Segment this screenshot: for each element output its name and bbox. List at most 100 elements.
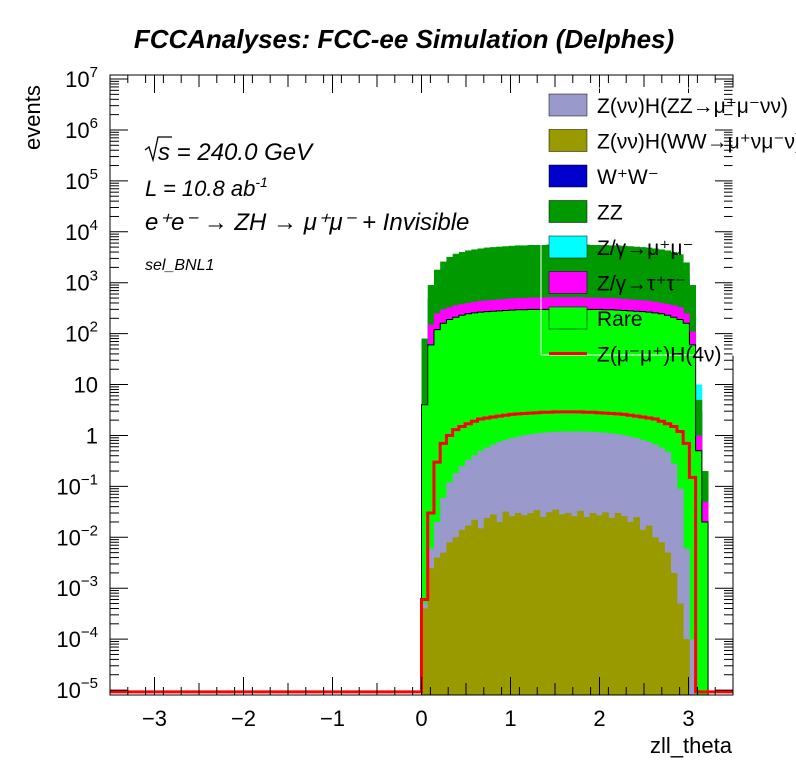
- signal-line: [110, 410, 733, 694]
- bar-WW_mumununu-21: [552, 509, 559, 695]
- bar-WW_mumununu-24: [571, 516, 578, 695]
- legend-frame: [540, 87, 734, 356]
- bar-WW_mumununu-23: [564, 513, 572, 695]
- x-tick-label-3: 0: [415, 706, 427, 731]
- y-tick-exp-7: 2: [90, 319, 98, 336]
- x-tick-label-0: −3: [142, 706, 167, 731]
- y-tick-base-10: 10: [65, 169, 89, 194]
- bar-ZZ_mumununu-42: [683, 548, 690, 695]
- bar-WW_mumununu-38: [658, 542, 665, 695]
- y-tick-base-0: 10: [56, 678, 80, 703]
- legend-swatch-Rare: [548, 306, 588, 330]
- annotations: s = 240.0 GeV L = 10.8 ab-1 e⁺e⁻ → ZH → …: [144, 136, 469, 274]
- bar-WW_mumununu-7: [465, 525, 472, 695]
- y-tick-exp-11: 6: [90, 115, 98, 132]
- bar-Rare-0: [421, 404, 429, 695]
- legend-label-Zmumu: Z/γ→μ⁺μ⁻: [597, 237, 694, 260]
- bar-WW_mumununu-13: [502, 511, 510, 695]
- series-WW_mumununu: [421, 509, 690, 695]
- bar-Rare-2: [433, 329, 441, 695]
- y-tick-label-8: 103: [65, 268, 98, 296]
- bar-WW_mumununu-6: [458, 529, 466, 695]
- legend-entry-Zmumu: Z/γ→μ⁺μ⁻: [548, 235, 694, 260]
- y-tick-label-6: 10: [74, 373, 98, 398]
- y-tick-exp-1: −4: [81, 624, 98, 641]
- bar-WW_mumununu-30: [608, 517, 616, 695]
- legend-swatch-WW: [548, 164, 588, 188]
- legend-entry-Rare: Rare: [548, 306, 643, 331]
- sqrt-s-annotation: s = 240.0 GeV: [144, 136, 314, 166]
- legend-swatch-ZZ_mumununu: [548, 93, 588, 117]
- process-annotation: e⁺e⁻ → ZH → μ⁺μ⁻ + Invisible: [145, 209, 469, 236]
- y-tick-base-5: 1: [86, 423, 98, 448]
- bar-WW_mumununu-33: [627, 521, 634, 695]
- legend-swatch-WW_mumununu: [548, 129, 588, 152]
- legend-label-Rare: Rare: [597, 308, 643, 331]
- y-tick-base-9: 10: [65, 220, 89, 245]
- bar-WW_mumununu-42: [683, 639, 690, 695]
- y-tick-label-0: 10−5: [56, 675, 98, 703]
- y-tick-label-7: 102: [65, 319, 98, 347]
- legend-swatch-Zmumu: [548, 235, 588, 259]
- bar-WW_mumununu-17: [527, 513, 535, 695]
- bar-WW_mumununu-3: [440, 552, 447, 695]
- y-tick-exp-0: −5: [81, 675, 98, 692]
- bar-WW_mumununu-34: [633, 517, 640, 695]
- y-tick-base-4: 10: [56, 474, 80, 499]
- y-tick-base-1: 10: [56, 627, 80, 652]
- bar-WW_mumununu-40: [670, 572, 678, 695]
- legend-label-signal: Z(μ⁻μ⁺)H(4ν): [597, 344, 722, 367]
- x-axis-title: zll_theta: [650, 733, 733, 758]
- y-tick-exp-12: 7: [90, 64, 98, 81]
- sqrt-s-text: s = 240.0 GeV: [158, 139, 314, 166]
- y-tick-base-3: 10: [56, 525, 80, 550]
- bar-ZZ_mumununu-43: [689, 639, 697, 695]
- bar-Rare-43: [689, 344, 697, 695]
- legend: Z(νν)H(ZZ→μ⁺μ⁻νν) Z(νν)H(WW→μ⁺νμ⁻ν) W⁺W⁻ ZZ…: [540, 87, 796, 367]
- bar-WW_mumununu-15: [514, 513, 522, 695]
- bar-WW_mumununu-29: [602, 512, 609, 695]
- bar-WW_mumununu-28: [595, 515, 603, 695]
- x-tick-label-4: 1: [504, 706, 516, 731]
- bar-WW_mumununu-26: [583, 517, 591, 695]
- y-tick-label-5: 1: [86, 423, 98, 448]
- bar-Rare-42: [683, 323, 690, 695]
- y-tick-exp-10: 5: [90, 166, 98, 183]
- bar-WW_mumununu-9: [477, 528, 485, 695]
- bar-WW_mumununu-27: [589, 513, 597, 695]
- legend-entry-ZZ: ZZ: [548, 200, 623, 225]
- y-tick-label-3: 10−2: [56, 522, 98, 550]
- signal-layer: [110, 410, 733, 694]
- bar-WW_mumununu-11: [490, 514, 497, 695]
- y-tick-exp-8: 3: [90, 268, 98, 285]
- bar-WW_mumununu-25: [577, 510, 584, 695]
- y-tick-base-2: 10: [56, 576, 80, 601]
- bar-WW_mumununu-36: [645, 525, 653, 695]
- lumi-exponent: -1: [255, 174, 267, 190]
- bar-WW_mumununu-22: [558, 514, 566, 695]
- bar-WW_mumununu-5: [452, 537, 460, 695]
- selection-annotation: sel_BNL1: [145, 257, 214, 274]
- x-tick-label-2: −1: [320, 706, 345, 731]
- y-axis-title: events: [20, 85, 45, 150]
- bar-Rare-45: [701, 521, 709, 695]
- legend-entry-ZZ_mumununu: Z(νν)H(ZZ→μ⁺μ⁻νν): [548, 93, 788, 118]
- y-tick-base-12: 10: [65, 67, 89, 92]
- bar-WW_mumununu-39: [664, 552, 672, 695]
- bar-WW_mumununu-2: [433, 557, 441, 695]
- y-tick-label-1: 10−4: [56, 624, 98, 652]
- legend-swatch-Ztautau: [548, 271, 588, 294]
- y-tick-exp-2: −3: [81, 573, 98, 590]
- bar-WW_mumununu-18: [533, 510, 541, 695]
- bar-Rare-1: [427, 344, 435, 695]
- legend-label-Ztautau: Z/γ→τ⁺τ⁻: [597, 273, 686, 296]
- y-tick-label-4: 10−1: [56, 471, 98, 499]
- y-tick-base-7: 10: [65, 322, 89, 347]
- bar-WW_mumununu-41: [676, 603, 684, 695]
- bar-WW_mumununu-35: [639, 529, 647, 695]
- legend-label-WW: W⁺W⁻: [597, 166, 659, 189]
- y-tick-base-11: 10: [65, 118, 89, 143]
- stack-layer: [110, 244, 733, 695]
- legend-swatch-ZZ: [548, 200, 588, 223]
- y-tick-label-9: 104: [65, 217, 98, 245]
